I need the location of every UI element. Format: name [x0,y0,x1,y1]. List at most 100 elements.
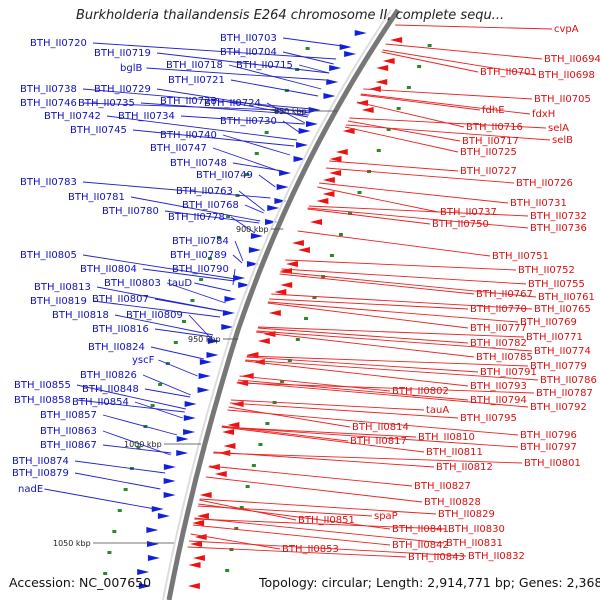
gene-label-left[interactable]: BTH_II0749 [196,170,253,181]
gene-label-left[interactable]: BTH_II0818 [52,310,109,321]
gene-label-left[interactable]: BTH_II0746 [20,98,77,109]
gene-label-right[interactable]: BTH_II0737 [440,207,497,218]
gene-label-right[interactable]: BTH_II0750 [432,219,489,230]
gene-label-right[interactable]: BTH_II0779 [530,361,587,372]
gene-label-right[interactable]: BTH_II0698 [538,70,595,81]
gene-label-right[interactable]: BTH_II0755 [528,279,585,290]
gene-label-left[interactable]: BTH_II0809 [126,310,183,321]
gene-label-left[interactable]: BTH_II0735 [78,98,135,109]
gene-label-right[interactable]: BTH_II0785 [476,352,533,363]
gene-label-right[interactable]: BTH_II0774 [534,346,591,357]
gene-label-right[interactable]: BTH_II0736 [530,223,587,234]
gene-label-right[interactable]: selB [552,135,573,146]
gene-label-left[interactable]: BTH_II0863 [40,426,97,437]
gene-label-left[interactable]: BTH_II0720 [30,38,87,49]
gene-label-left[interactable]: BTH_II0826 [80,370,137,381]
gene-label-left[interactable]: BTH_II0874 [12,456,69,467]
gene-label-right[interactable]: BTH_II0795 [460,413,517,424]
gene-label-left[interactable]: BTH_II0718 [166,60,223,71]
gene-label-right[interactable]: BTH_II0828 [424,497,481,508]
gene-label-left[interactable]: BTH_II0704 [220,47,277,58]
gene-label-left[interactable]: BTH_II0747 [150,143,207,154]
gene-label-right[interactable]: BTH_II0701 [480,67,537,78]
gene-label-left[interactable]: BTH_II0855 [14,380,71,391]
gene-label-left[interactable]: BTH_II0858 [14,395,71,406]
gene-label-left[interactable]: BTH_II0738 [20,84,77,95]
gene-label-left[interactable]: BTH_II0740 [160,130,217,141]
gene-label-right[interactable]: BTH_II0842 [392,540,449,551]
gene-label-left[interactable]: BTH_II0784 [172,236,229,247]
gene-label-left[interactable]: BTH_II0715 [236,60,293,71]
gene-label-right[interactable]: fdhE [482,105,505,116]
gene-label-right[interactable]: BTH_II0751 [492,251,549,262]
gene-label-right[interactable]: BTH_II0769 [520,317,577,328]
gene-label-left[interactable]: bglB [120,63,142,74]
gene-label-right[interactable]: BTH_II0832 [468,551,525,562]
gene-label-left[interactable]: BTH_II0813 [34,282,91,293]
gene-label-right[interactable]: BTH_II0777 [470,323,527,334]
gene-label-right[interactable]: BTH_II0802 [392,386,449,397]
gene-label-right[interactable]: BTH_II0727 [460,166,517,177]
gene-label-right[interactable]: fdxH [532,109,555,120]
gene-label-left[interactable]: BTH_II0721 [168,75,225,86]
gene-label-right[interactable]: BTH_II0831 [446,538,503,549]
gene-label-left[interactable]: yscF [132,355,155,366]
gene-label-right[interactable]: BTH_II0771 [526,332,583,343]
gene-label-left[interactable]: BTH_II0728 [160,96,217,107]
gene-label-right[interactable]: BTH_II0853 [282,544,339,555]
gene-label-right[interactable]: BTH_II0843 [408,552,465,563]
gene-label-left[interactable]: BTH_II0879 [12,468,69,479]
gene-label-left[interactable]: BTH_II0703 [220,33,277,44]
gene-label-right[interactable]: BTH_II0786 [540,375,597,386]
gene-label-left[interactable]: BTH_II0734 [118,111,175,122]
gene-label-right[interactable]: BTH_II0752 [518,265,575,276]
gene-label-left[interactable]: BTH_II0724 [204,98,261,109]
gene-label-left[interactable]: BTH_II0719 [94,48,151,59]
gene-label-left[interactable]: BTH_II0854 [72,397,129,408]
gene-label-right[interactable]: cvpA [554,24,579,35]
gene-label-right[interactable]: BTH_II0726 [516,178,573,189]
gene-label-right[interactable]: BTH_II0841 [392,524,449,535]
gene-label-right[interactable]: BTH_II0812 [436,462,493,473]
gene-label-left[interactable]: BTH_II0805 [20,250,77,261]
gene-label-left[interactable]: BTH_II0819 [30,296,87,307]
gene-label-left[interactable]: BTH_II0803 [104,278,161,289]
gene-label-right[interactable]: BTH_II0732 [530,211,587,222]
gene-label-left[interactable]: BTH_II0768 [182,200,239,211]
gene-label-right[interactable]: BTH_II0814 [352,422,409,433]
gene-label-right[interactable]: BTH_II0792 [530,402,587,413]
gene-label-right[interactable]: BTH_II0761 [538,292,595,303]
gene-label-left[interactable]: tauD [168,278,192,289]
gene-label-left[interactable]: BTH_II0789 [170,250,227,261]
gene-label-left[interactable]: BTH_II0857 [40,410,97,421]
gene-label-right[interactable]: BTH_II0787 [536,388,593,399]
gene-label-right[interactable]: BTH_II0725 [460,147,517,158]
gene-label-right[interactable]: BTH_II0827 [414,481,471,492]
gene-label-left[interactable]: nadE [18,484,43,495]
gene-label-right[interactable]: BTH_II0851 [298,515,355,526]
gene-label-right[interactable]: BTH_II0793 [470,381,527,392]
gene-label-right[interactable]: BTH_II0811 [426,447,483,458]
gene-label-left[interactable]: BTH_II0748 [170,158,227,169]
gene-label-right[interactable]: BTH_II0791 [480,367,537,378]
gene-label-right[interactable]: BTH_II0717 [462,136,519,147]
gene-label-left[interactable]: BTH_II0824 [88,342,145,353]
gene-label-left[interactable]: BTH_II0790 [172,264,229,275]
gene-label-left[interactable]: BTH_II0804 [80,264,137,275]
gene-label-right[interactable]: BTH_II0796 [520,430,577,441]
gene-label-right[interactable]: BTH_II0770 [470,304,527,315]
gene-label-right[interactable]: BTH_II0782 [470,338,527,349]
gene-label-left[interactable]: BTH_II0781 [68,192,125,203]
gene-label-right[interactable]: BTH_II0716 [466,122,523,133]
gene-label-left[interactable]: BTH_II0742 [44,111,101,122]
gene-label-left[interactable]: BTH_II0763 [176,186,233,197]
gene-label-left[interactable]: BTH_II0729 [94,84,151,95]
gene-label-right[interactable]: BTH_II0767 [476,289,533,300]
gene-label-left[interactable]: BTH_II0816 [92,324,149,335]
gene-label-right[interactable]: BTH_II0817 [350,436,407,447]
gene-label-right[interactable]: BTH_II0829 [438,509,495,520]
gene-label-right[interactable]: tauA [426,405,449,416]
gene-label-left[interactable]: BTH_II0745 [70,125,127,136]
gene-label-right[interactable]: spaP [374,511,398,522]
gene-label-right[interactable]: BTH_II0794 [470,395,527,406]
